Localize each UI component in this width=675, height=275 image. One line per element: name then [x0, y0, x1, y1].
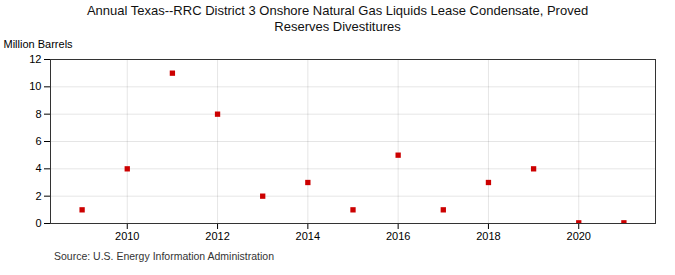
svg-text:0: 0 — [35, 217, 41, 229]
svg-text:4: 4 — [35, 162, 41, 174]
svg-text:2012: 2012 — [205, 230, 229, 242]
svg-text:2016: 2016 — [386, 230, 410, 242]
html-text:Source: U.S. Energy Informatio: Source: U.S. Energy Information Administ… — [54, 250, 274, 262]
svg-text:2020: 2020 — [567, 230, 591, 242]
html-text:Annual Texas--RRC District 3 O: Annual Texas--RRC District 3 Onshore Nat… — [86, 3, 589, 34]
svg-text:2: 2 — [35, 190, 41, 202]
svg-text:10: 10 — [29, 80, 41, 92]
svg-text:8: 8 — [35, 108, 41, 120]
svg-text:Million Barrels: Million Barrels — [4, 38, 74, 50]
svg-text:2014: 2014 — [296, 230, 320, 242]
svg-text:6: 6 — [35, 135, 41, 147]
svg-text:2010: 2010 — [115, 230, 139, 242]
svg-text:12: 12 — [29, 53, 41, 65]
svg-text:2018: 2018 — [476, 230, 500, 242]
